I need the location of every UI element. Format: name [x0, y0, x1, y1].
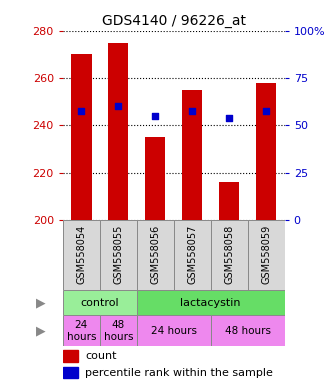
Text: GSM558059: GSM558059 [261, 225, 271, 284]
Point [79, 108, 84, 114]
Text: count: count [85, 351, 117, 361]
Bar [211, 220, 248, 290]
Text: percentile rank within the sample: percentile rank within the sample [85, 368, 273, 378]
Bar [63, 367, 78, 379]
Bar [137, 290, 285, 315]
Text: GSM558055: GSM558055 [113, 225, 123, 285]
Text: GSM558057: GSM558057 [187, 225, 197, 285]
Bar [63, 220, 100, 290]
Bar [219, 182, 239, 220]
Bar [108, 43, 128, 220]
Point [153, 113, 158, 119]
Text: GSM558056: GSM558056 [150, 225, 160, 284]
Text: 24 hours: 24 hours [151, 326, 197, 336]
Point [116, 103, 121, 109]
Bar [63, 315, 100, 346]
Text: lactacystin: lactacystin [180, 298, 241, 308]
Title: GDS4140 / 96226_at: GDS4140 / 96226_at [102, 14, 246, 28]
Text: 24
hours: 24 hours [67, 320, 96, 342]
Bar [174, 220, 211, 290]
Bar [145, 137, 166, 220]
Bar [137, 315, 211, 346]
Bar [71, 55, 92, 220]
Bar [137, 220, 174, 290]
Text: control: control [80, 298, 119, 308]
Bar [211, 315, 285, 346]
Text: ▶: ▶ [36, 324, 46, 338]
Bar [63, 290, 137, 315]
Bar [100, 220, 137, 290]
Bar [248, 220, 285, 290]
Point [263, 108, 269, 114]
Text: GSM558058: GSM558058 [224, 225, 234, 284]
Point [190, 108, 195, 114]
Bar [182, 90, 203, 220]
Bar [256, 83, 276, 220]
Text: GSM558054: GSM558054 [76, 225, 86, 284]
Text: 48
hours: 48 hours [104, 320, 133, 342]
Text: ▶: ▶ [36, 296, 46, 309]
Point [226, 115, 232, 121]
Bar [100, 315, 137, 346]
Text: 48 hours: 48 hours [225, 326, 271, 336]
Bar [63, 350, 78, 362]
